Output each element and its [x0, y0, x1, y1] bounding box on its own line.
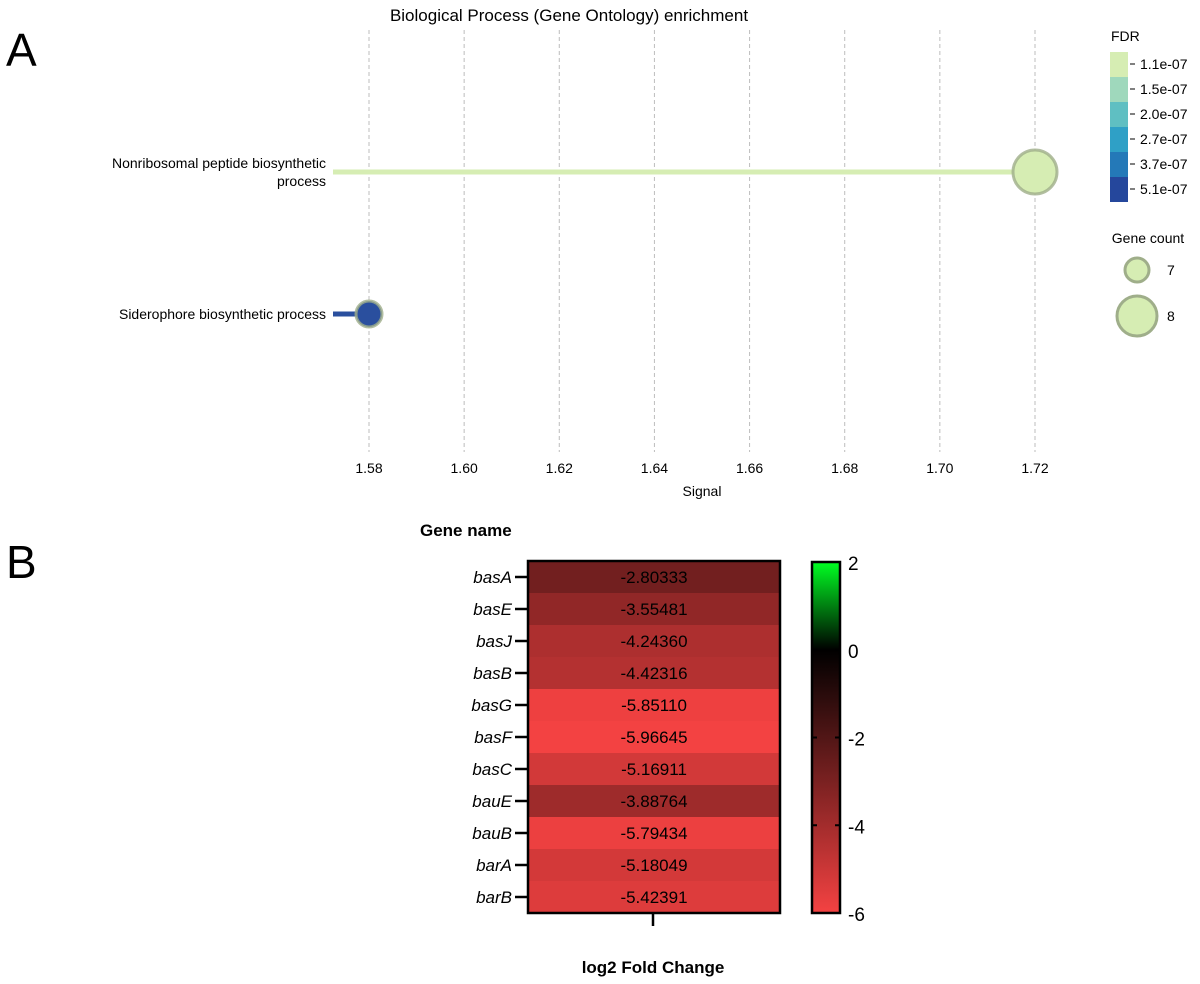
lollipop-point [354, 299, 384, 329]
gene-label: barA [476, 856, 512, 875]
panel-label-b: B [6, 536, 37, 588]
heatmap-cell [528, 753, 780, 785]
heatmap-x-label: log2 Fold Change [582, 958, 725, 977]
fdr-legend-title: FDR [1111, 28, 1140, 44]
gene-label: basC [472, 760, 512, 779]
heatmap-cell [528, 689, 780, 721]
gene-label: bauE [472, 792, 512, 811]
x-tick-label: 1.72 [1021, 460, 1048, 476]
gene-label: bauB [472, 824, 512, 843]
x-tick-label: 1.68 [831, 460, 858, 476]
gene-label: basE [473, 600, 512, 619]
heatmap-cell [528, 561, 780, 593]
gene-label: basA [473, 568, 512, 587]
size-legend-label: 7 [1167, 262, 1175, 278]
fdr-legend-swatch [1110, 177, 1128, 202]
heatmap-cell-value: -5.42391 [620, 888, 687, 907]
colorbar-tick-label: -2 [848, 730, 865, 751]
fdr-legend-label: 1.5e-07 [1140, 81, 1188, 97]
size-legend: 78 [1115, 256, 1175, 338]
panel-label-a: A [6, 24, 37, 76]
category-label: Nonribosomal peptide biosynthetic [112, 155, 326, 171]
heatmap-cell [528, 817, 780, 849]
heatmap-cell [528, 657, 780, 689]
x-tick-label: 1.64 [641, 460, 668, 476]
fdr-legend: 1.1e-07 1.5e-07 2.0e-07 2.7e-07 3.7e-07 5.1e-… [1110, 52, 1188, 202]
fdr-legend-swatch [1110, 102, 1128, 127]
lollipop-series: Nonribosomal peptide biosynthetic process… [112, 148, 1059, 329]
heatmap-colorbar: 2 0 -2 -4 -6 [810, 554, 865, 926]
heatmap: -2.80333 basA -3.55481 basE -4.24360 basJ -4.4… [471, 559, 782, 926]
x-tick-label: 1.70 [926, 460, 953, 476]
gene-label: basG [471, 696, 512, 715]
category-label: Siderophore biosynthetic process [119, 306, 326, 322]
heatmap-cell [528, 625, 780, 657]
colorbar-tick-label: -6 [848, 905, 865, 926]
heatmap-cell-value: -5.96645 [620, 728, 687, 747]
fdr-legend-label: 2.7e-07 [1140, 131, 1188, 147]
lollipop-point [1011, 148, 1059, 196]
x-tick-label: 1.66 [736, 460, 763, 476]
heatmap-cell-value: -4.24360 [620, 632, 687, 651]
heatmap-cell-value: -3.88764 [620, 792, 687, 811]
fdr-legend-swatch [1110, 127, 1128, 152]
heatmap-cell-value: -4.42316 [620, 664, 687, 683]
heatmap-cell [528, 849, 780, 881]
category-label: process [277, 173, 326, 189]
fdr-legend-label: 3.7e-07 [1140, 156, 1188, 172]
grid-lines [368, 30, 1036, 452]
heatmap-cell [528, 721, 780, 753]
heatmap-cell-value: -5.16911 [621, 760, 687, 779]
colorbar-tick-label: 0 [848, 642, 859, 663]
x-axis-ticks: 1.58 1.60 1.62 1.64 1.66 1.68 1.70 1.72 [355, 460, 1048, 476]
fdr-legend-label: 5.1e-07 [1140, 181, 1188, 197]
heatmap-cell-value: -3.55481 [620, 600, 687, 619]
heatmap-cell-value: -5.85110 [621, 696, 687, 715]
x-tick-label: 1.58 [355, 460, 382, 476]
size-legend-circle [1115, 294, 1159, 338]
heatmap-cell-value: -2.80333 [620, 568, 687, 587]
fdr-legend-label: 2.0e-07 [1140, 106, 1188, 122]
fdr-legend-swatch [1110, 77, 1128, 102]
chart-a-title: Biological Process (Gene Ontology) enric… [390, 6, 748, 25]
gene-label: barB [476, 888, 512, 907]
heatmap-border [526, 559, 782, 915]
size-legend-title: Gene count [1112, 230, 1184, 246]
heatmap-cell-value: -5.18049 [620, 856, 687, 875]
heatmap-cell [528, 881, 780, 913]
gene-label: basJ [476, 632, 512, 651]
heatmap-cell [528, 785, 780, 817]
colorbar-tick-label: -4 [848, 817, 865, 838]
fdr-legend-label: 1.1e-07 [1140, 56, 1188, 72]
gene-label: basF [474, 728, 513, 747]
x-tick-label: 1.60 [451, 460, 478, 476]
x-axis-label: Signal [683, 483, 722, 499]
gene-label: basB [473, 664, 512, 683]
heatmap-cell-value: -5.79434 [620, 824, 687, 843]
chart-b-title: Gene name [420, 521, 512, 540]
size-legend-circle [1123, 256, 1151, 284]
fdr-legend-swatch [1110, 152, 1128, 177]
x-tick-label: 1.62 [546, 460, 573, 476]
size-legend-label: 8 [1167, 308, 1175, 324]
heatmap-cell [528, 593, 780, 625]
fdr-legend-swatch [1110, 52, 1128, 77]
colorbar-tick-label: 2 [848, 554, 859, 575]
